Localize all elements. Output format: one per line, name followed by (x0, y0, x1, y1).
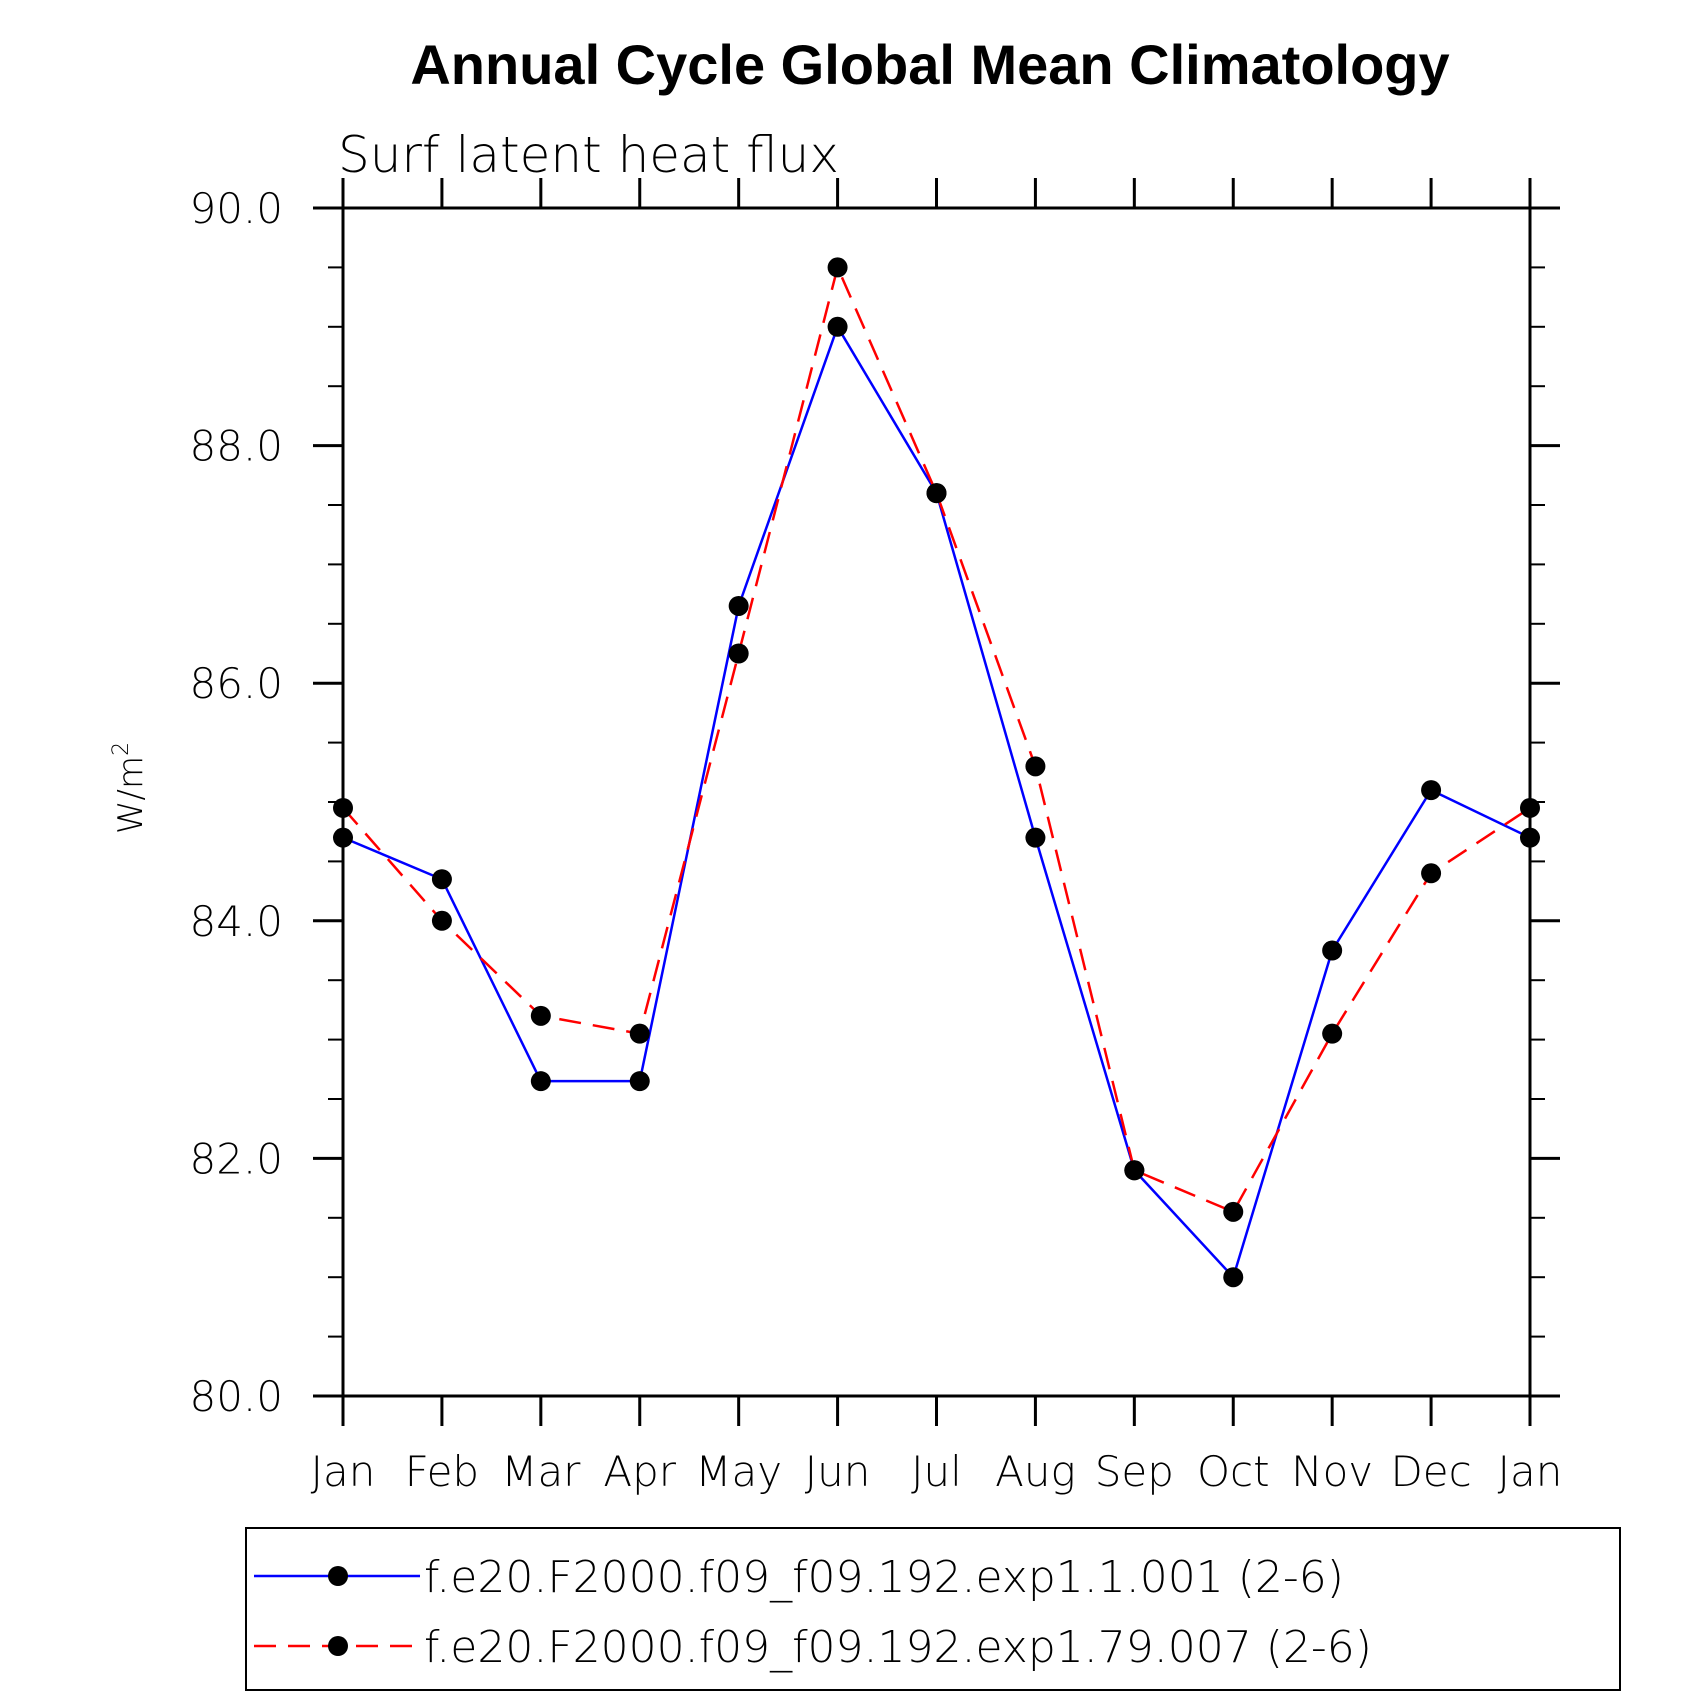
data-point-series-1 (728, 595, 749, 616)
series-line-1 (342, 325, 1531, 1279)
data-point-series-1 (1421, 780, 1442, 801)
data-point-series-2 (333, 797, 353, 818)
legend-label-series-2: f.e20.F2000.f09_f09.192.exp1.79.007 (2-6… (424, 1622, 1372, 1673)
series-lines (342, 266, 1531, 1279)
y-axis-label-unit: W/m (111, 756, 151, 834)
legend: f.e20.F2000.f09_f09.192.exp1.1.001 (2-6)… (245, 1527, 1621, 1691)
legend-marker-series-2 (328, 1636, 348, 1656)
data-point-series-1 (1520, 827, 1540, 848)
data-point-series-1 (1322, 940, 1343, 961)
legend-label-series-1: f.e20.F2000.f09_f09.192.exp1.1.001 (2-6) (424, 1552, 1344, 1603)
data-point-series-2 (1322, 1023, 1343, 1044)
legend-marker-series-1 (328, 1566, 348, 1586)
x-tick-label: Jan (311, 1447, 376, 1496)
data-point-series-2 (431, 910, 452, 931)
data-markers (333, 257, 1540, 1288)
data-point-series-2 (728, 643, 749, 664)
data-point-series-1 (827, 316, 848, 337)
data-point-series-2 (827, 257, 848, 278)
y-tick-label: 80.0 (189, 1372, 283, 1421)
x-tick-label: Jul (911, 1447, 962, 1496)
x-tick-label: Sep (1095, 1447, 1174, 1496)
x-tick-label: Apr (603, 1447, 676, 1496)
x-tick-label: May (695, 1447, 782, 1496)
data-point-series-2 (1124, 1160, 1145, 1181)
data-point-series-1 (1025, 827, 1046, 848)
x-tick-label: Dec (1390, 1447, 1471, 1496)
data-point-series-1 (333, 827, 353, 848)
x-tick-label: Aug (995, 1447, 1076, 1496)
data-point-series-2 (1421, 863, 1442, 884)
data-point-series-2 (926, 483, 947, 504)
data-point-series-2 (1025, 756, 1046, 777)
x-tick-label: Nov (1291, 1447, 1373, 1496)
y-tick-label: 82.0 (189, 1134, 283, 1183)
data-point-series-1 (431, 869, 452, 890)
data-point-series-2 (1520, 797, 1540, 818)
plot-area-frame (341, 206, 1532, 1398)
axis-ticks (313, 178, 1560, 1426)
data-point-series-2 (530, 1005, 551, 1026)
y-axis-label-superscript: 2 (109, 742, 134, 756)
data-point-series-1 (629, 1071, 650, 1092)
data-point-series-2 (629, 1023, 650, 1044)
chart-title: Annual Cycle Global Mean Climatology (410, 33, 1449, 96)
x-tick-label: Mar (501, 1447, 581, 1496)
y-tick-label: 84.0 (189, 897, 283, 946)
legend-box (245, 1527, 1621, 1691)
y-tick-label: 88.0 (189, 422, 283, 471)
y-tick-label: 86.0 (189, 659, 283, 708)
data-point-series-1 (530, 1071, 551, 1092)
x-tick-label: Jun (805, 1447, 871, 1496)
x-tick-label: Jan (1498, 1447, 1563, 1496)
series-line-2 (342, 266, 1531, 1214)
chart-subtitle: Surf latent heat flux (338, 126, 839, 184)
data-point-series-2 (1223, 1201, 1244, 1222)
axis-tick-labels: Jan Feb Mar Apr May Jun Jul Aug Sep Oct Nov Dec Jan 8… (189, 184, 1562, 1496)
y-tick-label: 90.0 (189, 184, 283, 233)
y-axis-label: W/m2 (109, 742, 151, 834)
x-tick-label: Feb (405, 1447, 479, 1496)
data-point-series-1 (1223, 1267, 1244, 1288)
x-tick-label: Oct (1197, 1447, 1270, 1496)
